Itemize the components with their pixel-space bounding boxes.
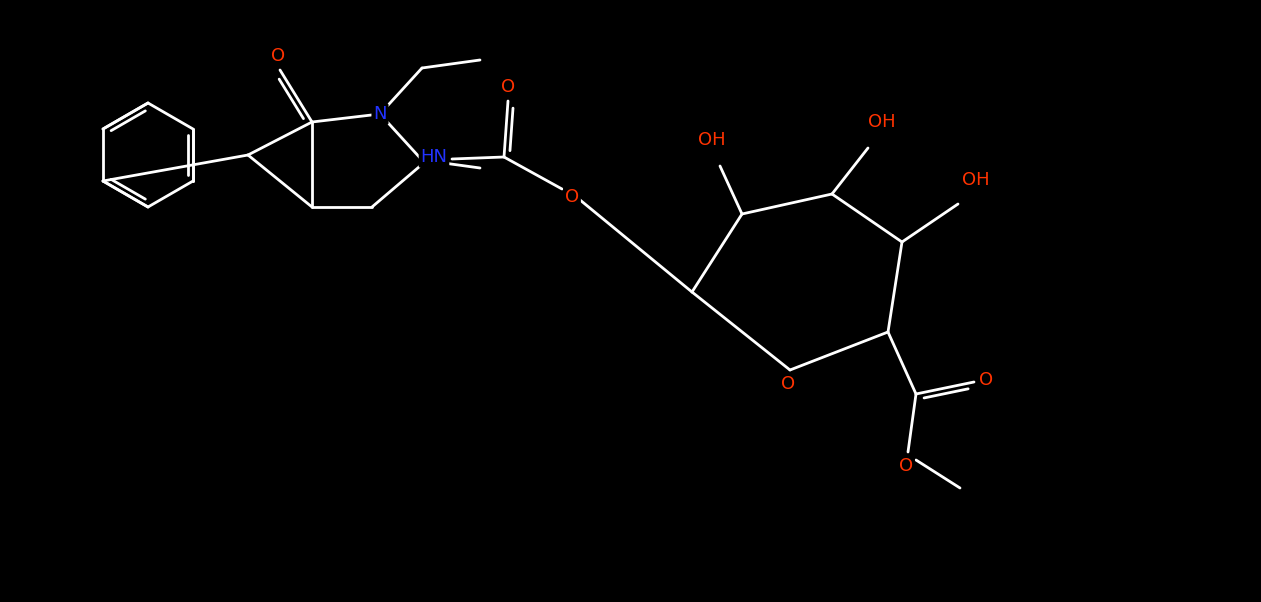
- Text: O: O: [979, 371, 994, 389]
- Text: O: O: [501, 78, 514, 96]
- Text: HN: HN: [420, 148, 448, 166]
- Text: O: O: [781, 375, 796, 393]
- Text: O: O: [565, 188, 579, 206]
- Text: O: O: [899, 457, 913, 475]
- Text: O: O: [271, 47, 285, 65]
- Text: N: N: [373, 105, 387, 123]
- Text: OH: OH: [962, 171, 990, 189]
- Text: OH: OH: [699, 131, 726, 149]
- Text: OH: OH: [868, 113, 895, 131]
